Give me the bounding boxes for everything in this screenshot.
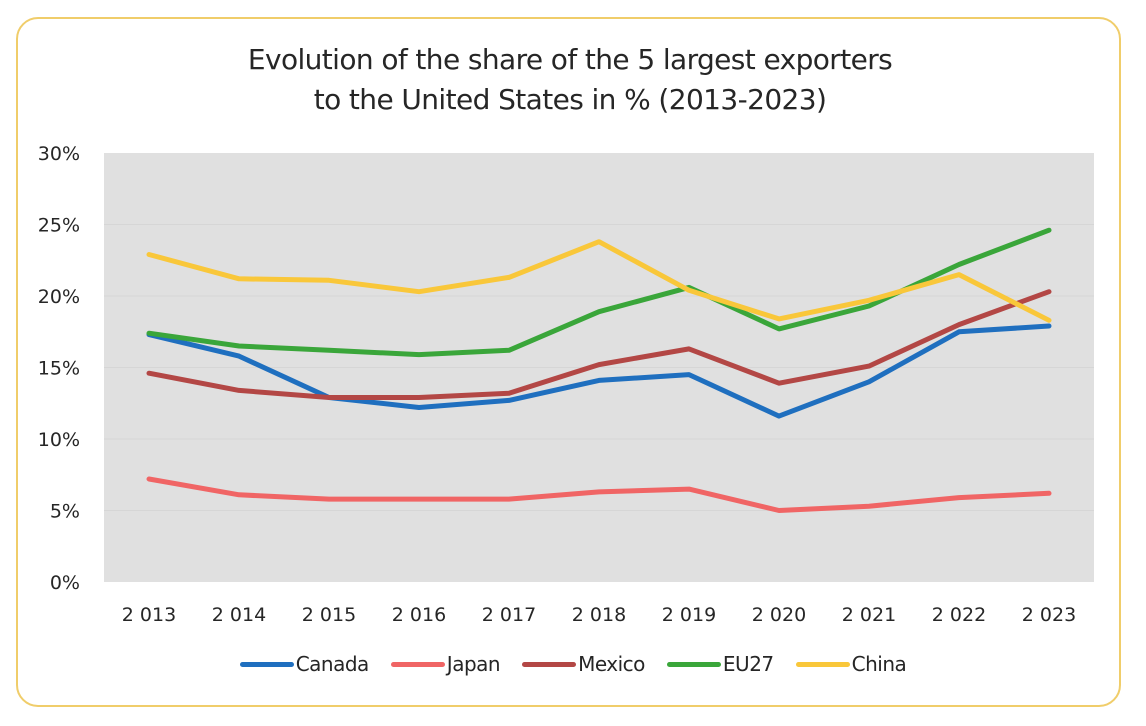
series-line-canada [146,323,1052,419]
x-tick-label: 2 013 [122,604,176,626]
legend-label: Japan [446,652,501,676]
legend-item-mexico: Mexico [522,652,645,676]
legend-item-china: China [795,652,907,676]
x-tick-label: 2 014 [212,604,266,626]
legend-swatch [522,661,577,667]
chart-title-line-2: to the United States in % (2013-2023) [313,83,827,116]
legend-swatch [795,661,850,667]
legend-label: EU27 [722,652,774,676]
chart-title: Evolution of the share of the 5 largest … [0,40,1140,120]
legend-item-japan: Japan [390,652,501,676]
series-line-china [146,239,1052,323]
y-tick-label: 15% [38,358,80,380]
x-tick-label: 2 021 [842,604,896,626]
x-tick-label: 2 023 [1022,604,1076,626]
series-line-mexico [146,289,1052,400]
x-tick-label: 2 019 [662,604,716,626]
series-line-japan [146,476,1052,513]
legend-label: Canada [295,652,370,676]
x-tick-label: 2 022 [932,604,986,626]
legend-swatch [239,661,294,667]
chart-title-line-1: Evolution of the share of the 5 largest … [247,43,893,76]
y-tick-label: 20% [38,286,80,308]
y-tick-label: 30% [38,143,80,165]
x-axis: 2 013 2 014 2 015 2 016 2 017 2 018 2 019 2 020… [122,604,1076,626]
legend-label: China [851,652,907,676]
x-tick-label: 2 018 [572,604,626,626]
x-tick-label: 2 015 [302,604,356,626]
legend: Canada Japan Mexico EU27 China [0,652,1146,676]
x-tick-label: 2 020 [752,604,806,626]
x-tick-label: 2 016 [392,604,446,626]
series-lines [146,227,1052,513]
legend-item-eu27: EU27 [666,652,774,676]
y-tick-label: 0% [50,572,80,594]
y-tick-label: 5% [50,501,80,523]
y-tick-label: 25% [38,215,80,237]
legend-swatch [390,661,445,667]
x-tick-label: 2 017 [482,604,536,626]
legend-item-canada: Canada [239,652,370,676]
y-tick-label: 10% [38,429,80,451]
legend-label: Mexico [578,652,645,676]
y-axis: 0% 5% 10% 15% 20% 25% 30% [38,143,80,594]
legend-swatch [666,661,721,667]
